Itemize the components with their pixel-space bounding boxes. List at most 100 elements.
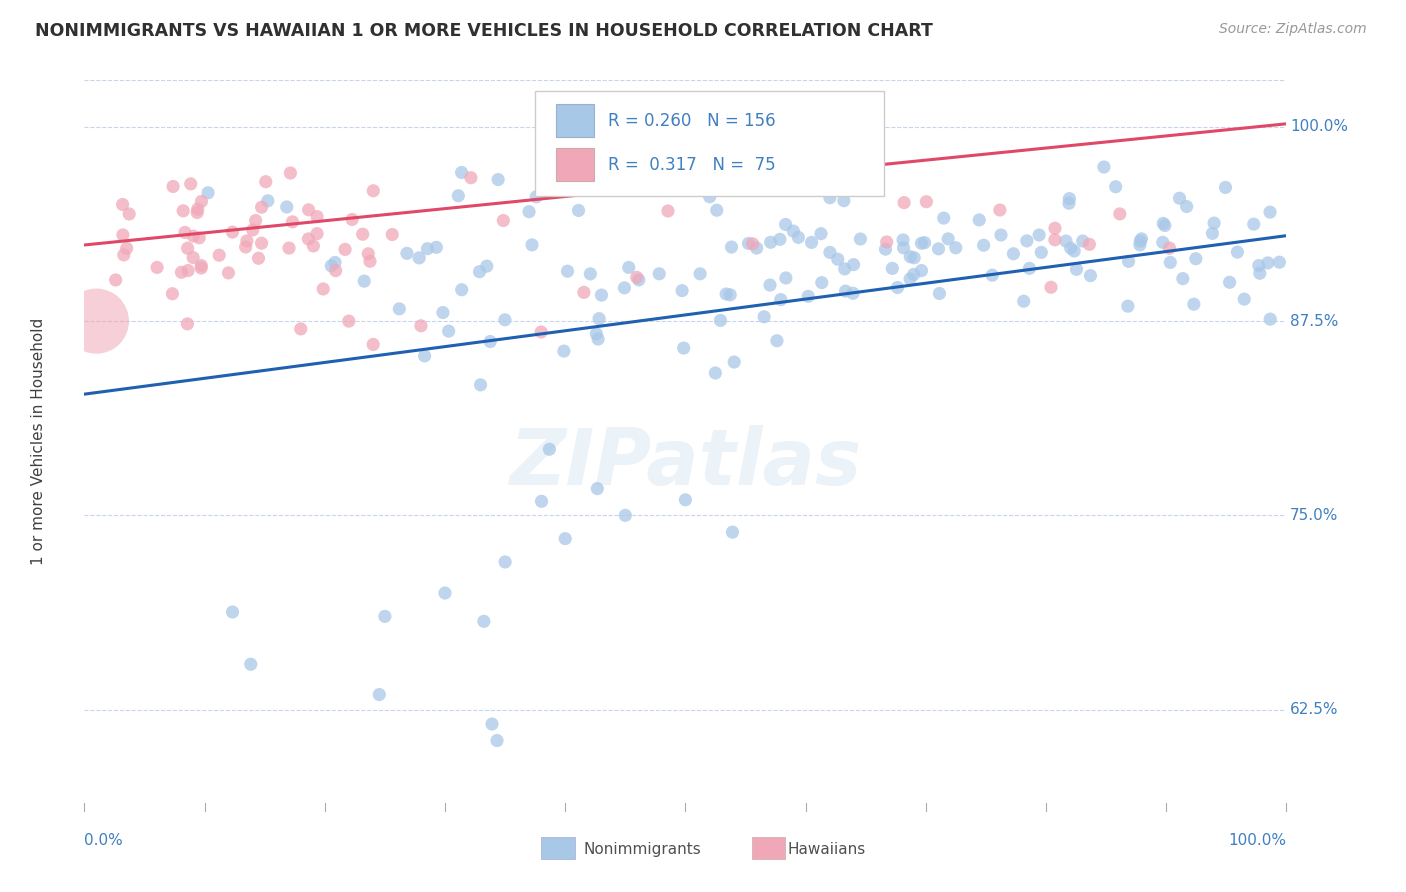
Point (1201, 227, 1223, 241)
Point (627, 273, 650, 287)
Point (250, 200, 273, 214)
Point (834, 284, 856, 298)
Point (613, 281, 636, 295)
Point (586, 482, 609, 496)
Point (689, 267, 711, 281)
Text: 62.5%: 62.5% (1291, 702, 1339, 717)
Point (657, 204, 679, 219)
Text: NONIMMIGRANTS VS HAWAIIAN 1 OR MORE VEHICLES IN HOUSEHOLD CORRELATION CHART: NONIMMIGRANTS VS HAWAIIAN 1 OR MORE VEHI… (35, 22, 934, 40)
Point (898, 272, 921, 286)
Point (775, 218, 797, 232)
Point (492, 213, 515, 227)
Point (297, 232, 319, 246)
Point (752, 310, 775, 324)
Point (481, 717, 503, 731)
Point (312, 282, 335, 296)
FancyBboxPatch shape (536, 91, 884, 196)
Point (524, 190, 547, 204)
Point (217, 266, 239, 280)
Point (626, 270, 648, 285)
Point (914, 235, 936, 250)
Point (706, 203, 728, 218)
Point (416, 242, 439, 256)
Text: Source: ZipAtlas.com: Source: ZipAtlas.com (1219, 22, 1367, 37)
Point (882, 261, 904, 276)
Point (1054, 234, 1077, 248)
Point (1175, 200, 1198, 214)
Point (1078, 237, 1101, 252)
Point (1258, 205, 1281, 219)
Point (579, 267, 602, 281)
Point (174, 226, 197, 240)
Point (181, 251, 204, 265)
Point (1018, 261, 1040, 276)
Point (723, 355, 745, 369)
Point (395, 246, 418, 260)
Point (928, 286, 950, 301)
Point (797, 289, 820, 303)
Point (721, 525, 744, 540)
Bar (541, 838, 575, 859)
Point (276, 200, 298, 214)
Point (374, 609, 396, 624)
Point (172, 203, 194, 218)
Point (810, 227, 832, 241)
Point (567, 203, 589, 218)
Point (486, 733, 509, 747)
Point (112, 248, 135, 262)
Point (553, 344, 575, 359)
Point (1152, 235, 1174, 250)
Point (1105, 179, 1128, 194)
Point (818, 191, 841, 205)
Point (357, 247, 380, 261)
Text: 100.0%: 100.0% (1291, 120, 1348, 135)
Point (745, 241, 768, 255)
Point (627, 182, 650, 196)
Point (1059, 192, 1081, 206)
Point (903, 251, 925, 265)
Point (494, 313, 516, 327)
Point (337, 314, 360, 328)
Point (470, 377, 492, 392)
Point (720, 240, 742, 254)
Point (981, 268, 1004, 283)
Point (1031, 245, 1053, 260)
Text: Nonimmigrants: Nonimmigrants (583, 842, 702, 857)
Point (256, 194, 278, 208)
Point (1249, 266, 1271, 280)
Point (1063, 244, 1085, 258)
Point (115, 241, 138, 255)
Point (190, 259, 212, 273)
Point (769, 293, 792, 307)
Point (305, 227, 328, 241)
Point (361, 337, 384, 351)
Point (86, 314, 108, 328)
Point (769, 232, 792, 246)
Point (221, 225, 243, 239)
Point (1130, 232, 1153, 246)
Point (787, 230, 810, 244)
Point (242, 223, 264, 237)
Point (1247, 259, 1270, 273)
Point (408, 251, 430, 265)
Point (876, 235, 898, 249)
Point (1215, 180, 1237, 194)
Point (460, 170, 482, 185)
Point (254, 175, 277, 189)
Point (1043, 233, 1066, 247)
Point (170, 265, 193, 279)
Point (886, 280, 908, 294)
Point (190, 194, 212, 209)
Text: 1 or more Vehicles in Household: 1 or more Vehicles in Household (31, 318, 46, 566)
Point (1152, 216, 1174, 230)
Text: R = 0.260   N = 156: R = 0.260 N = 156 (609, 112, 776, 130)
Point (280, 166, 302, 180)
Point (1257, 256, 1279, 270)
Point (945, 241, 967, 255)
Point (180, 177, 202, 191)
Point (800, 235, 823, 250)
Point (1043, 221, 1066, 235)
Point (472, 615, 495, 629)
Point (111, 227, 134, 242)
Point (188, 231, 211, 245)
